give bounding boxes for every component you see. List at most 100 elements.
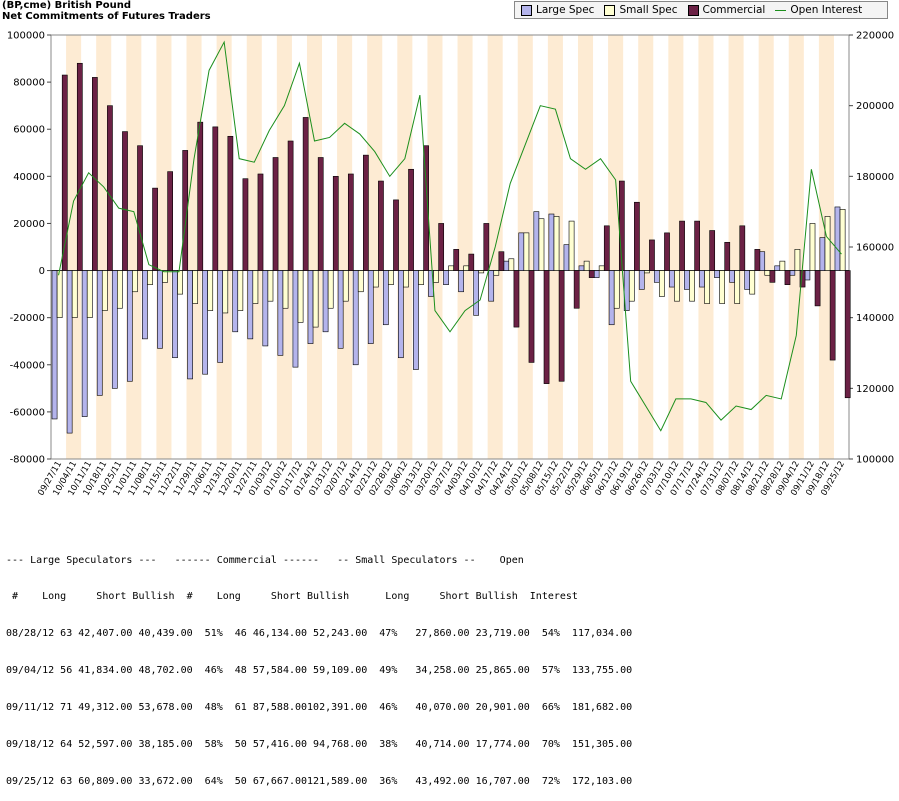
stats-header-groups: --- Large Speculators --- ------ Commerc… bbox=[6, 554, 524, 566]
column-stripe bbox=[306, 35, 323, 459]
chart-subtitle: Net Commitments of Futures Traders bbox=[2, 11, 211, 22]
bar-small-spec bbox=[583, 260, 590, 271]
bar-commercial bbox=[227, 135, 234, 271]
bar-commercial bbox=[453, 249, 460, 271]
legend-swatch-small-spec bbox=[604, 4, 616, 16]
chart-title: (BP,cme) British Pound bbox=[2, 0, 132, 11]
bar-commercial bbox=[769, 270, 776, 283]
bar-commercial bbox=[694, 220, 700, 271]
bar-small-spec bbox=[779, 260, 786, 271]
y2-tick-label: 120000 bbox=[856, 384, 894, 395]
bar-large-spec bbox=[367, 270, 374, 344]
bar-commercial bbox=[423, 145, 429, 271]
bar-small-spec bbox=[282, 270, 289, 309]
bar-small-spec bbox=[508, 258, 515, 271]
bar-commercial bbox=[257, 173, 264, 271]
bar-large-spec bbox=[111, 270, 118, 389]
bar-small-spec bbox=[734, 270, 741, 304]
legend-item-small-spec: Small Spec bbox=[604, 4, 678, 16]
bar-commercial bbox=[754, 249, 761, 271]
bar-small-spec bbox=[101, 270, 108, 311]
bar-large-spec bbox=[669, 270, 675, 288]
bar-commercial bbox=[212, 126, 219, 271]
bar-commercial bbox=[829, 270, 836, 361]
bar-commercial bbox=[152, 187, 158, 271]
bar-commercial bbox=[347, 173, 354, 271]
y-tick-label: -40000 bbox=[10, 360, 45, 371]
bar-large-spec bbox=[307, 270, 314, 344]
bar-large-spec bbox=[66, 270, 73, 434]
bar-small-spec bbox=[493, 270, 500, 276]
bar-small-spec bbox=[342, 270, 349, 302]
bar-small-spec bbox=[523, 232, 530, 271]
bar-commercial bbox=[588, 270, 595, 278]
bar-small-spec bbox=[598, 265, 605, 271]
bar-small-spec bbox=[177, 270, 183, 295]
bar-commercial bbox=[182, 150, 189, 271]
bar-small-spec bbox=[252, 270, 259, 304]
y-tick-label: 100000 bbox=[7, 31, 45, 42]
bar-large-spec bbox=[804, 270, 811, 281]
bar-large-spec bbox=[187, 270, 193, 380]
bar-large-spec bbox=[232, 270, 239, 333]
bar-commercial bbox=[784, 270, 791, 285]
bar-small-spec bbox=[568, 220, 575, 271]
bar-small-spec bbox=[448, 265, 454, 271]
bar-large-spec bbox=[714, 270, 720, 278]
bar-large-spec bbox=[533, 211, 540, 271]
column-stripe bbox=[698, 35, 714, 459]
column-stripe bbox=[427, 35, 443, 459]
bar-small-spec bbox=[749, 270, 756, 295]
bar-commercial bbox=[814, 270, 821, 307]
bar-commercial bbox=[76, 62, 83, 271]
bar-large-spec bbox=[638, 270, 645, 290]
bar-large-spec bbox=[684, 270, 690, 290]
bar-large-spec bbox=[518, 232, 525, 271]
bar-commercial bbox=[61, 74, 68, 271]
bar-large-spec bbox=[503, 260, 510, 271]
open-interest-line bbox=[58, 40, 842, 432]
bar-small-spec bbox=[372, 270, 379, 288]
bar-small-spec bbox=[117, 270, 123, 309]
bar-large-spec bbox=[81, 270, 88, 417]
bar-commercial bbox=[543, 270, 550, 384]
bar-commercial bbox=[107, 105, 113, 271]
bar-large-spec bbox=[578, 265, 585, 271]
bar-large-spec bbox=[834, 206, 841, 271]
bar-large-spec bbox=[126, 270, 133, 382]
bar-commercial bbox=[378, 180, 384, 271]
y2-tick-label: 100000 bbox=[856, 455, 894, 466]
column-stripe bbox=[577, 35, 594, 459]
bar-small-spec bbox=[71, 270, 78, 318]
y-tick-label: -20000 bbox=[10, 313, 45, 324]
bar-commercial bbox=[302, 117, 309, 271]
bar-large-spec bbox=[96, 270, 103, 396]
y-tick-label: 0 bbox=[39, 266, 45, 277]
column-stripe bbox=[246, 35, 262, 459]
y2-tick-label: 140000 bbox=[856, 313, 894, 324]
bar-large-spec bbox=[352, 270, 359, 366]
bar-small-spec bbox=[538, 218, 545, 271]
bar-large-spec bbox=[759, 251, 766, 271]
bar-large-spec bbox=[593, 270, 600, 278]
legend-line-open-interest bbox=[775, 9, 787, 11]
bar-large-spec bbox=[292, 270, 299, 368]
bar-small-spec bbox=[388, 270, 394, 285]
bar-small-spec bbox=[147, 270, 153, 285]
bar-commercial bbox=[242, 178, 249, 271]
bar-small-spec bbox=[267, 270, 274, 302]
column-stripe bbox=[638, 35, 654, 459]
bar-commercial bbox=[287, 140, 294, 271]
bar-large-spec bbox=[443, 270, 449, 285]
bar-commercial bbox=[649, 239, 655, 271]
y2-tick-label: 180000 bbox=[856, 172, 894, 183]
bar-small-spec bbox=[704, 270, 710, 304]
y2-tick-label: 220000 bbox=[856, 31, 894, 42]
bar-large-spec bbox=[548, 213, 555, 271]
bar-commercial bbox=[438, 223, 445, 271]
column-stripe bbox=[668, 35, 684, 459]
bar-commercial bbox=[724, 241, 731, 271]
bar-commercial bbox=[483, 223, 490, 271]
bar-large-spec bbox=[774, 265, 781, 271]
bar-small-spec bbox=[162, 270, 168, 283]
